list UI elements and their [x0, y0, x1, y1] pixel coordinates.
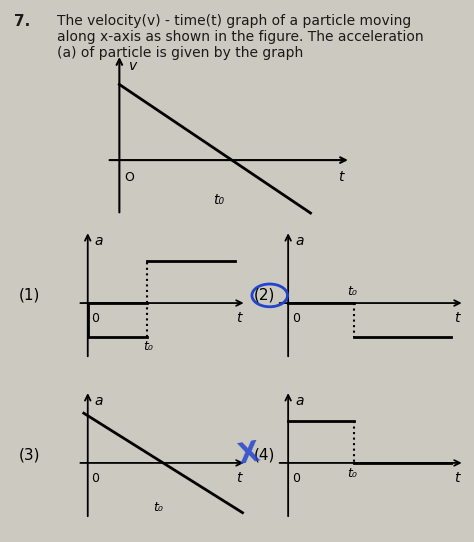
Text: a: a [95, 234, 103, 248]
Text: (4): (4) [254, 448, 275, 463]
Text: 0: 0 [91, 312, 99, 325]
Text: t: t [338, 170, 344, 184]
Text: 7.: 7. [14, 14, 30, 29]
Text: O: O [124, 171, 134, 184]
Text: (3): (3) [19, 448, 40, 463]
Text: 0: 0 [292, 312, 300, 325]
Text: a: a [95, 394, 103, 408]
Text: a: a [296, 394, 304, 408]
Text: t₀: t₀ [347, 467, 357, 480]
Text: t₀: t₀ [153, 501, 163, 514]
Text: along x-axis as shown in the figure. The acceleration: along x-axis as shown in the figure. The… [57, 30, 423, 44]
Text: a: a [296, 234, 304, 248]
Text: t: t [236, 471, 242, 485]
Text: t₀: t₀ [347, 286, 357, 299]
Text: v: v [129, 60, 137, 74]
Text: (1): (1) [19, 288, 40, 303]
Text: X: X [236, 438, 261, 470]
Text: t: t [454, 311, 459, 325]
Text: t: t [454, 471, 459, 485]
Text: (2): (2) [254, 288, 275, 303]
Text: 0: 0 [292, 472, 300, 485]
Text: t: t [236, 311, 242, 325]
Text: The velocity(v) - time(t) graph of a particle moving: The velocity(v) - time(t) graph of a par… [57, 14, 411, 28]
Text: t₀: t₀ [213, 193, 224, 207]
Text: 0: 0 [91, 472, 99, 485]
Text: (a) of particle is given by the graph: (a) of particle is given by the graph [57, 46, 303, 60]
Text: t₀: t₀ [143, 340, 153, 353]
